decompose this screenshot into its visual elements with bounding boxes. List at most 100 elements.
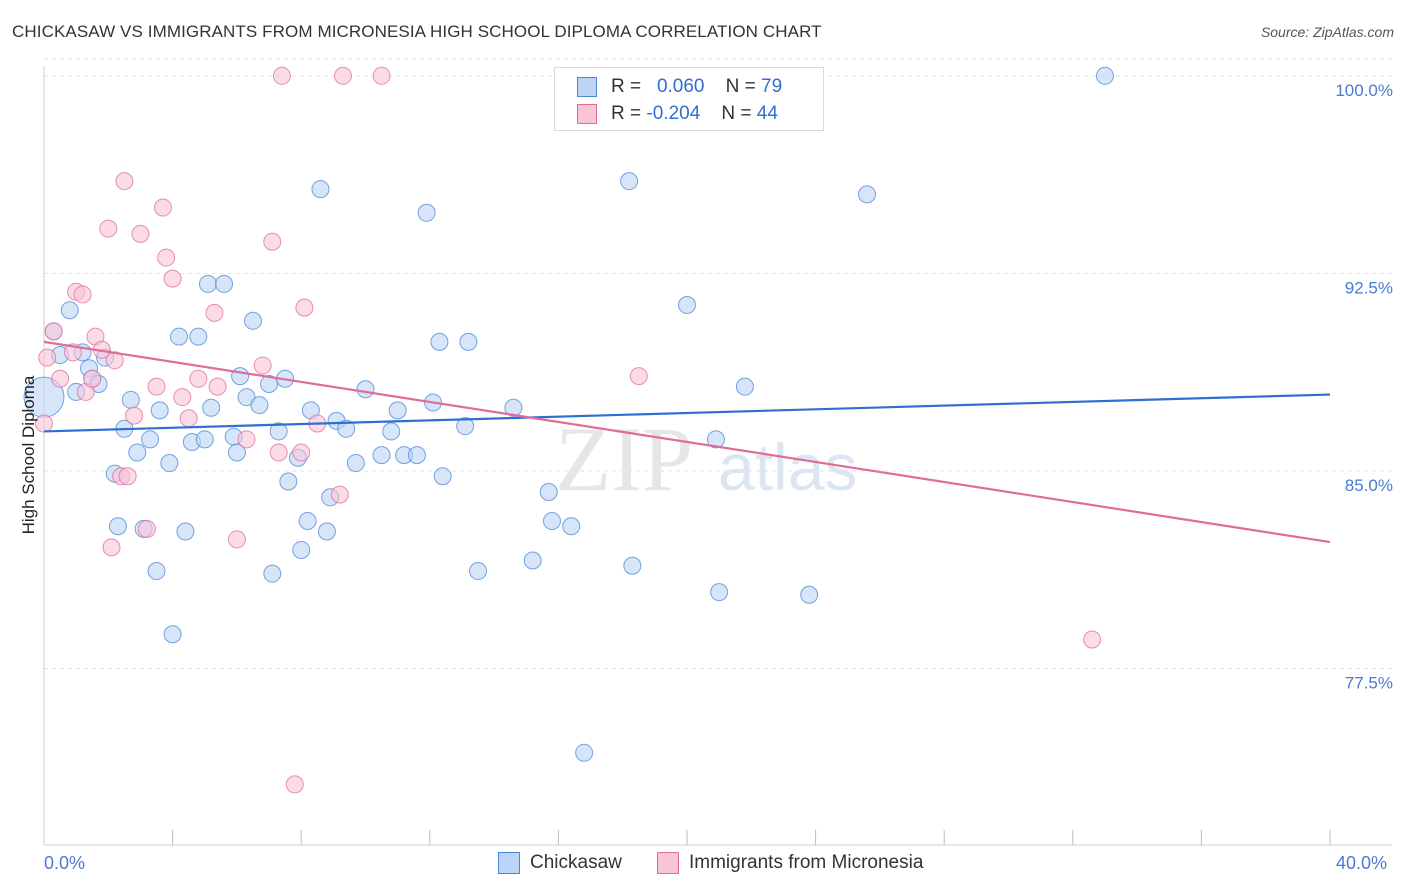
source-label: Source: ZipAtlas.com (1260, 24, 1394, 40)
chickasaw-point (800, 585, 819, 604)
chickasaw-point (195, 430, 214, 449)
legend-label: Chickasaw (530, 852, 622, 873)
chickasaw-point (250, 396, 269, 415)
chickasaw-point (128, 443, 147, 462)
chickasaw-point (337, 419, 356, 438)
chickasaw-point (215, 274, 234, 293)
legend-swatch-pink (577, 104, 597, 124)
chickasaw-point (150, 401, 169, 420)
legend-swatch-pink (657, 852, 679, 874)
chickasaw-point (430, 332, 449, 351)
chickasaw-point (176, 522, 195, 541)
micronesia-point (253, 356, 272, 375)
micronesia-point (131, 224, 150, 243)
micronesia-point (83, 369, 102, 388)
x-tick-right: 40.0% (1336, 853, 1388, 873)
chickasaw-point (710, 583, 729, 602)
chickasaw-point (456, 417, 475, 436)
micronesia-point (205, 303, 224, 322)
micronesia-point (372, 66, 391, 85)
micronesia-point (208, 377, 227, 396)
legend-swatch-blue (498, 852, 520, 874)
chickasaw-point (372, 446, 391, 465)
y-tick-label: 85.0% (1345, 476, 1393, 495)
chickasaw-point (469, 562, 488, 581)
watermark-atlas: atlas (718, 430, 857, 504)
tick-labels: 77.5% 85.0% 92.5% 100.0% (1335, 81, 1393, 693)
micronesia-point (102, 538, 121, 557)
legend-r-label: R = (611, 103, 642, 124)
chickasaw-point (356, 380, 375, 399)
chickasaw-point (269, 422, 288, 441)
legend-r-value: -0.204 (646, 103, 701, 124)
chickasaw-point (858, 185, 877, 204)
micronesia-point (272, 66, 291, 85)
micronesia-point (330, 485, 349, 504)
chickasaw-point (163, 625, 182, 644)
chickasaw-point (706, 430, 725, 449)
chickasaw-point (620, 172, 639, 191)
chickasaw-point (292, 540, 311, 559)
chickasaw-point (198, 274, 217, 293)
chickasaw-point (433, 467, 452, 486)
micronesia-point (189, 369, 208, 388)
micronesia-point (629, 367, 648, 386)
chickasaw-point (231, 367, 250, 386)
chickasaw-point (459, 332, 478, 351)
chickasaw-point (1095, 66, 1114, 85)
chickasaw-point (504, 398, 523, 417)
micronesia-point (38, 348, 57, 367)
micronesia-point (137, 519, 156, 538)
chickasaw-point (678, 295, 696, 314)
micronesia-point (285, 775, 304, 794)
stats-legend: R = 0.060 N = 79 R = -0.204 N = 44 (554, 67, 824, 131)
legend-item-micronesia[interactable]: Immigrants from Micronesia (657, 852, 923, 874)
micronesia-point (163, 269, 182, 288)
y-axis-label: High School Diploma (19, 375, 38, 534)
y-tick-label: 100.0% (1335, 81, 1393, 100)
chickasaw-point (108, 517, 127, 536)
legend-r-label: R = (611, 76, 642, 97)
chickasaw-point (227, 443, 246, 462)
chickasaw-point (623, 556, 642, 575)
chickasaw-point (523, 551, 542, 570)
chart-title: CHICKASAW VS IMMIGRANTS FROM MICRONESIA … (12, 22, 822, 41)
chickasaw-point (202, 398, 221, 417)
y-tick-label: 92.5% (1345, 278, 1393, 297)
watermark-zip: ZIP (555, 408, 693, 510)
chickasaw-point (382, 422, 401, 441)
chickasaw-point (237, 388, 256, 407)
data-points (23, 66, 1114, 794)
chickasaw-point (346, 454, 365, 473)
chickasaw-point (121, 390, 140, 409)
chickasaw-trend-line (43, 393, 1331, 433)
legend-label: Immigrants from Micronesia (689, 852, 924, 873)
micronesia-point (237, 430, 256, 449)
legend-n-label: N = (721, 103, 752, 124)
micronesia-point (118, 467, 137, 486)
legend-row-chickasaw: R = 0.060 N = 79 (577, 74, 782, 100)
micronesia-point (227, 530, 246, 549)
micronesia-trend-line (43, 340, 1331, 544)
legend-r-value: 0.060 (656, 76, 705, 97)
micronesia-point (73, 285, 92, 304)
chickasaw-point (160, 454, 179, 473)
micronesia-point (125, 406, 144, 425)
chickasaw-point (542, 511, 561, 530)
micronesia-point (157, 248, 176, 267)
chickasaw-point (189, 327, 208, 346)
micronesia-point (269, 443, 288, 462)
micronesia-point (333, 66, 352, 85)
x-tick-left: 0.0% (44, 853, 86, 873)
micronesia-point (263, 232, 282, 251)
legend-item-chickasaw[interactable]: Chickasaw (498, 852, 622, 874)
legend-n-value: 44 (756, 103, 778, 124)
chickasaw-point (735, 377, 754, 396)
y-tick-label: 77.5% (1345, 674, 1393, 693)
chickasaw-point (279, 472, 298, 491)
chickasaw-point (311, 180, 330, 199)
chickasaw-point (60, 301, 79, 320)
trend-lines (43, 340, 1331, 544)
chickasaw-point (562, 517, 581, 536)
